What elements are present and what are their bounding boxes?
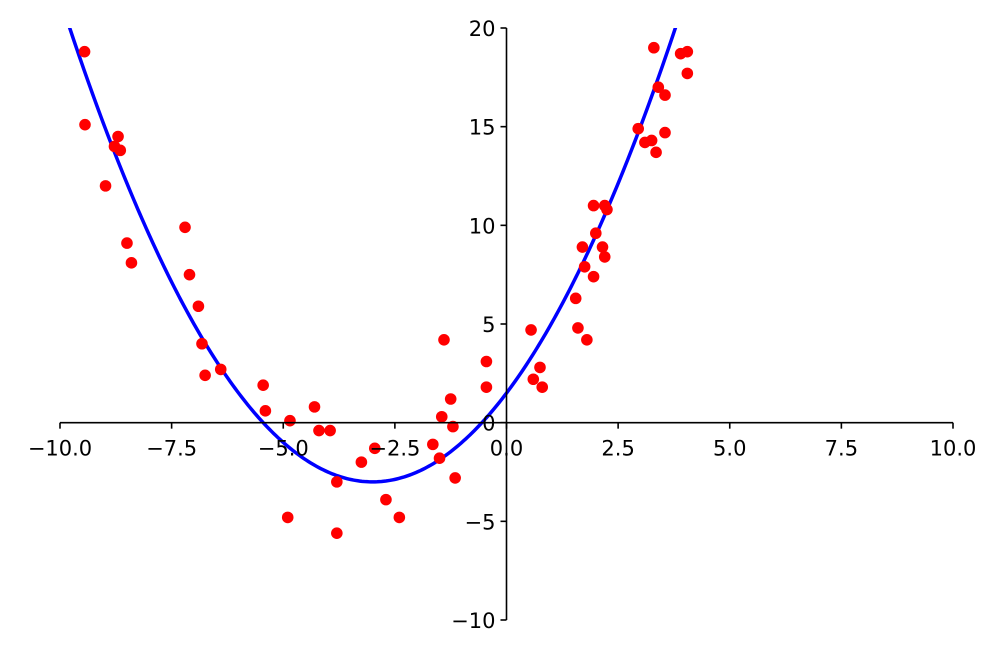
data-point: [380, 493, 392, 506]
data-point: [590, 227, 602, 240]
data-point: [112, 130, 124, 143]
data-point: [438, 333, 450, 346]
data-point: [587, 270, 600, 283]
fit-curve-line: [67, 28, 678, 484]
data-point: [214, 363, 227, 376]
data-point: [281, 511, 294, 524]
data-point: [534, 361, 546, 374]
data-point: [650, 146, 662, 159]
data-point: [125, 257, 138, 269]
data-point: [368, 442, 381, 455]
data-point: [652, 81, 665, 93]
data-point: [99, 180, 112, 192]
y-tick-label: 10: [469, 214, 496, 238]
data-point: [259, 405, 272, 417]
data-point: [569, 292, 582, 305]
data-point: [79, 118, 91, 131]
data-point: [648, 41, 660, 54]
data-point: [355, 456, 368, 468]
x-tick-label: 10.0: [930, 437, 977, 461]
data-point: [587, 199, 600, 212]
data-point: [78, 45, 91, 58]
x-tick-label: 0.0: [490, 437, 523, 461]
x-tick-label: −10.0: [28, 437, 92, 461]
data-point: [433, 452, 446, 464]
data-point: [576, 241, 589, 253]
series-layer: [67, 28, 694, 539]
data-point: [192, 300, 205, 313]
data-point: [601, 203, 613, 216]
data-point: [427, 438, 439, 451]
data-point: [313, 424, 325, 437]
data-point: [447, 420, 459, 433]
data-point: [444, 393, 457, 405]
data-point: [659, 126, 671, 139]
x-tick-label: −5.0: [258, 437, 309, 461]
data-point: [114, 144, 127, 157]
data-point: [121, 237, 133, 249]
data-point: [598, 251, 611, 263]
data-point: [199, 369, 211, 382]
x-tick-label: −2.5: [369, 437, 420, 461]
data-point: [578, 260, 591, 273]
data-point: [596, 241, 609, 253]
data-point: [525, 324, 537, 336]
data-point: [632, 122, 645, 135]
data-point: [527, 373, 540, 386]
data-point: [536, 381, 549, 393]
y-tick-label: −10: [451, 609, 495, 633]
data-point: [681, 45, 694, 58]
data-point: [435, 410, 448, 423]
y-tick-label: 0: [482, 412, 495, 436]
data-point: [331, 476, 343, 488]
x-tick-label: −7.5: [146, 437, 197, 461]
data-point: [179, 221, 191, 234]
data-point: [196, 337, 208, 350]
data-point: [324, 424, 336, 437]
data-point: [645, 134, 658, 147]
y-tick-label: 20: [469, 17, 496, 41]
data-point: [659, 89, 671, 101]
data-point: [480, 355, 493, 368]
data-point: [581, 333, 593, 346]
data-point: [572, 322, 584, 334]
data-point: [284, 414, 296, 427]
data-point: [257, 379, 269, 391]
data-point: [480, 381, 493, 393]
data-point: [183, 268, 196, 281]
x-tick-label: 5.0: [713, 437, 746, 461]
y-tick-label: 15: [469, 116, 496, 140]
data-point: [449, 472, 461, 484]
data-point: [681, 67, 694, 80]
x-tick-label: 7.5: [825, 437, 858, 461]
x-tick-label: 2.5: [601, 437, 634, 461]
y-tick-label: 5: [482, 313, 495, 337]
data-point: [331, 527, 343, 539]
y-tick-label: −5: [465, 510, 496, 534]
data-point: [393, 511, 406, 524]
data-point: [308, 401, 321, 413]
axes-layer: −10.0 −7.5 −5.0 −2.5 0.0 2.5 5.0 7.5 10.0 −10 −5 0 5…: [28, 17, 977, 633]
